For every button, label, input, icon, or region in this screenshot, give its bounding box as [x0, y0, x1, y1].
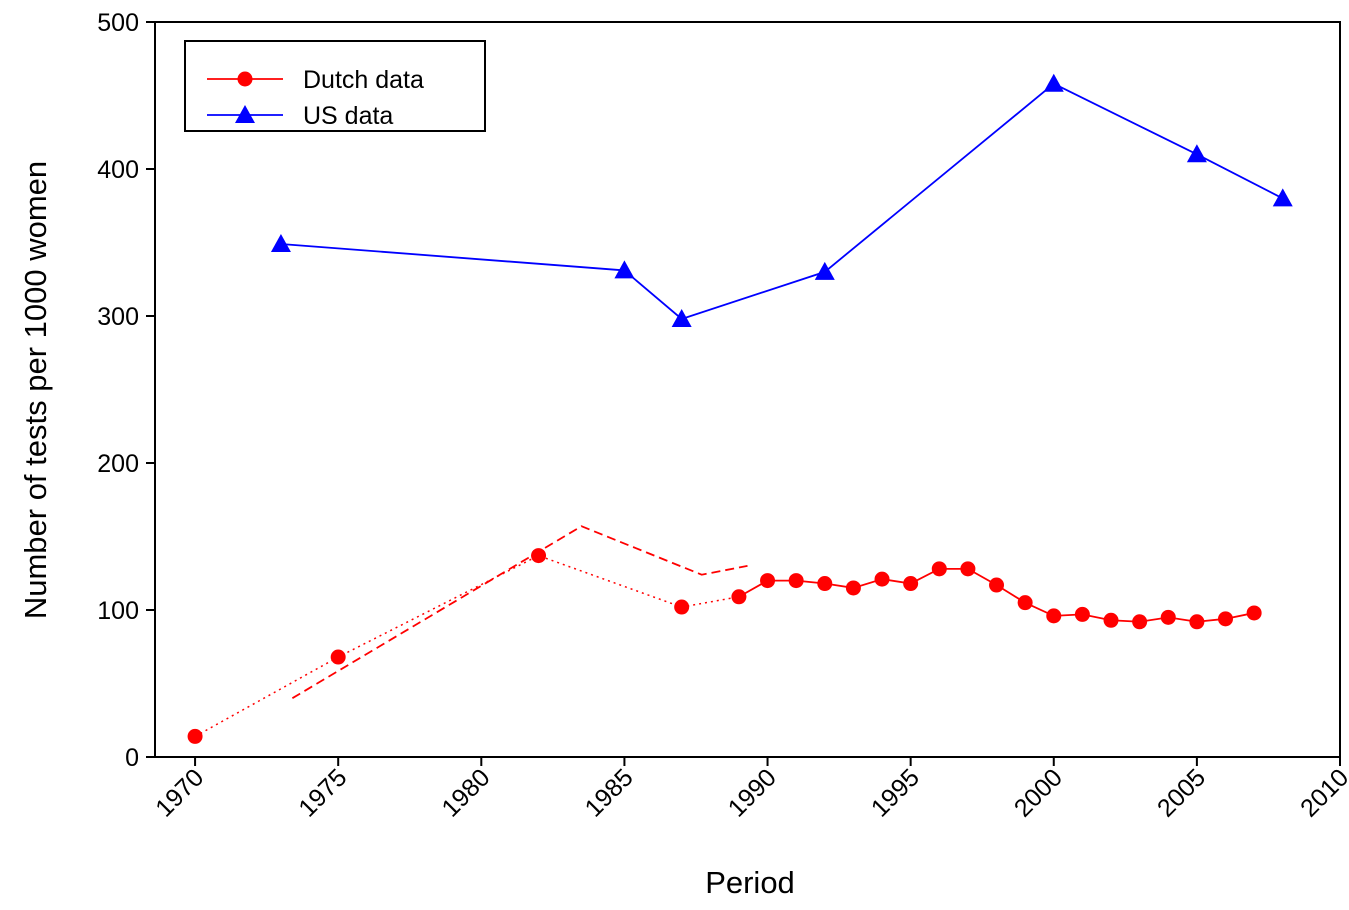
- point: [903, 576, 919, 592]
- legend-label: US data: [303, 102, 393, 130]
- y-tick-label: 300: [97, 303, 139, 331]
- point: [760, 573, 776, 589]
- legend-label: Dutch data: [303, 66, 424, 94]
- series-line: [291, 525, 748, 699]
- point: [874, 571, 890, 587]
- point: [1046, 608, 1062, 624]
- point: [817, 576, 833, 592]
- point: [1132, 614, 1148, 630]
- plot-frame: [154, 21, 1341, 758]
- x-tick-label: 2000: [1009, 763, 1068, 822]
- point: [1218, 611, 1234, 627]
- point: [614, 260, 635, 279]
- point: [1074, 606, 1090, 622]
- point: [671, 308, 692, 327]
- y-tick-label: 500: [97, 9, 139, 37]
- x-tick-label: 1995: [866, 763, 925, 822]
- point: [1017, 595, 1033, 611]
- series-line: [738, 567, 1255, 623]
- series-line-dotted: [194, 554, 740, 738]
- point: [270, 233, 291, 252]
- point: [674, 599, 690, 615]
- point: [845, 580, 861, 596]
- point: [330, 649, 346, 665]
- x-tick-label: 2010: [1295, 763, 1349, 822]
- point: [531, 548, 547, 564]
- x-axis-label: Period: [705, 865, 795, 900]
- point: [1043, 73, 1064, 92]
- point: [788, 573, 804, 589]
- point: [1189, 614, 1205, 630]
- x-tick-label: 1970: [150, 763, 209, 822]
- legend-marker: [235, 105, 255, 123]
- point: [931, 561, 947, 577]
- x-tick-label: 1980: [436, 763, 495, 822]
- x-tick-label: 1975: [293, 763, 352, 822]
- legend-marker: [237, 71, 253, 87]
- point: [731, 589, 747, 605]
- legend-box: [184, 40, 486, 132]
- x-tick-label: 2005: [1152, 763, 1211, 822]
- y-axis-label: Number of tests per 1000 women: [18, 161, 53, 619]
- point: [960, 561, 976, 577]
- point: [1272, 188, 1293, 207]
- point: [187, 728, 203, 744]
- point: [989, 577, 1005, 593]
- point: [1103, 612, 1119, 628]
- y-tick-label: 400: [97, 156, 139, 184]
- y-tick-label: 100: [97, 597, 139, 625]
- point: [1186, 144, 1207, 163]
- y-tick-label: 200: [97, 450, 139, 478]
- point: [814, 261, 835, 280]
- y-tick-label: 0: [125, 744, 139, 772]
- x-tick-label: 1985: [580, 763, 639, 822]
- x-tick-label: 1990: [723, 763, 782, 822]
- point: [1160, 609, 1176, 625]
- point: [1246, 605, 1262, 621]
